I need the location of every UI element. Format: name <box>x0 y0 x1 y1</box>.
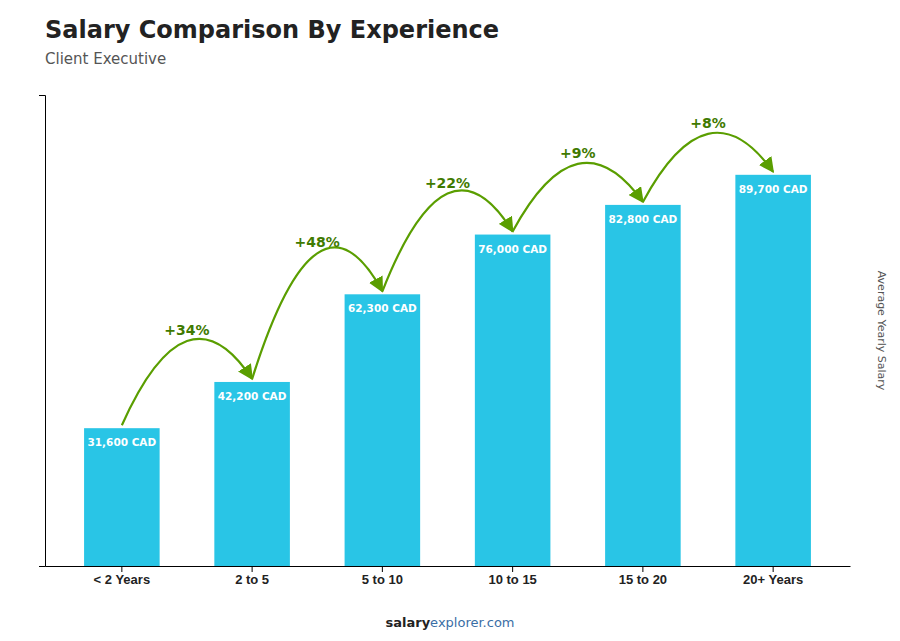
bar <box>605 205 681 566</box>
x-tick: < 2 Years <box>94 566 151 587</box>
x-tick: 20+ Years <box>743 566 803 587</box>
y-axis-title: Average Yearly Salary <box>875 271 888 391</box>
chart-svg: Salary Comparison By Experience Client Ex… <box>0 0 900 641</box>
data-label: 62,300 CAD <box>348 302 417 314</box>
bar <box>214 382 290 566</box>
change-label: +34% <box>164 322 209 338</box>
change-arrow <box>382 190 512 291</box>
x-tick-label: 2 to 5 <box>235 572 269 587</box>
annotations: +34% +48% +22% +9% +8% <box>122 115 773 425</box>
x-tick: 10 to 15 <box>488 566 536 587</box>
change-label: +48% <box>295 234 340 250</box>
data-label: 76,000 CAD <box>478 243 547 255</box>
x-tick-mark <box>121 566 122 572</box>
footer-part: explorer.com <box>430 615 514 630</box>
x-tick-label: 20+ Years <box>743 572 803 587</box>
y-axis <box>39 96 46 567</box>
y-axis-line <box>39 96 46 567</box>
plot-area: < 2 Years 2 to 5 5 to 10 10 to 15 15 to 20 20… <box>39 96 851 588</box>
x-tick-mark <box>642 566 643 572</box>
footer: salaryexplorer.com <box>385 615 514 630</box>
data-label: 82,800 CAD <box>609 213 678 225</box>
x-axis-line <box>46 566 851 567</box>
data-labels: 31,600 CAD 42,200 CAD 62,300 CAD 76,000 CAD… <box>87 183 807 448</box>
x-axis: < 2 Years 2 to 5 5 to 10 10 to 15 15 to 20 20… <box>46 566 851 587</box>
x-tick-label: < 2 Years <box>94 572 151 587</box>
x-tick-mark <box>382 566 383 572</box>
chart-subtitle: Client Executive <box>45 50 166 68</box>
x-tick-label: 10 to 15 <box>488 572 536 587</box>
bar <box>84 428 160 566</box>
bar <box>475 235 551 566</box>
x-tick-label: 5 to 10 <box>362 572 403 587</box>
bar <box>345 294 421 566</box>
x-tick-mark <box>252 566 253 572</box>
data-label: 42,200 CAD <box>218 390 287 402</box>
bars <box>84 175 811 566</box>
change-label: +8% <box>690 115 726 131</box>
chart-title: Salary Comparison By Experience <box>45 16 499 44</box>
change-arrow <box>122 339 252 425</box>
x-tick-mark <box>773 566 774 572</box>
x-tick-mark <box>512 566 513 572</box>
data-label: 89,700 CAD <box>739 183 808 195</box>
footer-part: salary <box>385 615 430 630</box>
data-label: 31,600 CAD <box>87 436 156 448</box>
x-tick-label: 15 to 20 <box>619 572 667 587</box>
change-label: +9% <box>560 145 596 161</box>
bar <box>735 175 811 566</box>
change-label: +22% <box>425 175 470 191</box>
x-tick: 5 to 10 <box>362 566 403 587</box>
x-tick: 15 to 20 <box>619 566 667 587</box>
x-tick: 2 to 5 <box>235 566 269 587</box>
